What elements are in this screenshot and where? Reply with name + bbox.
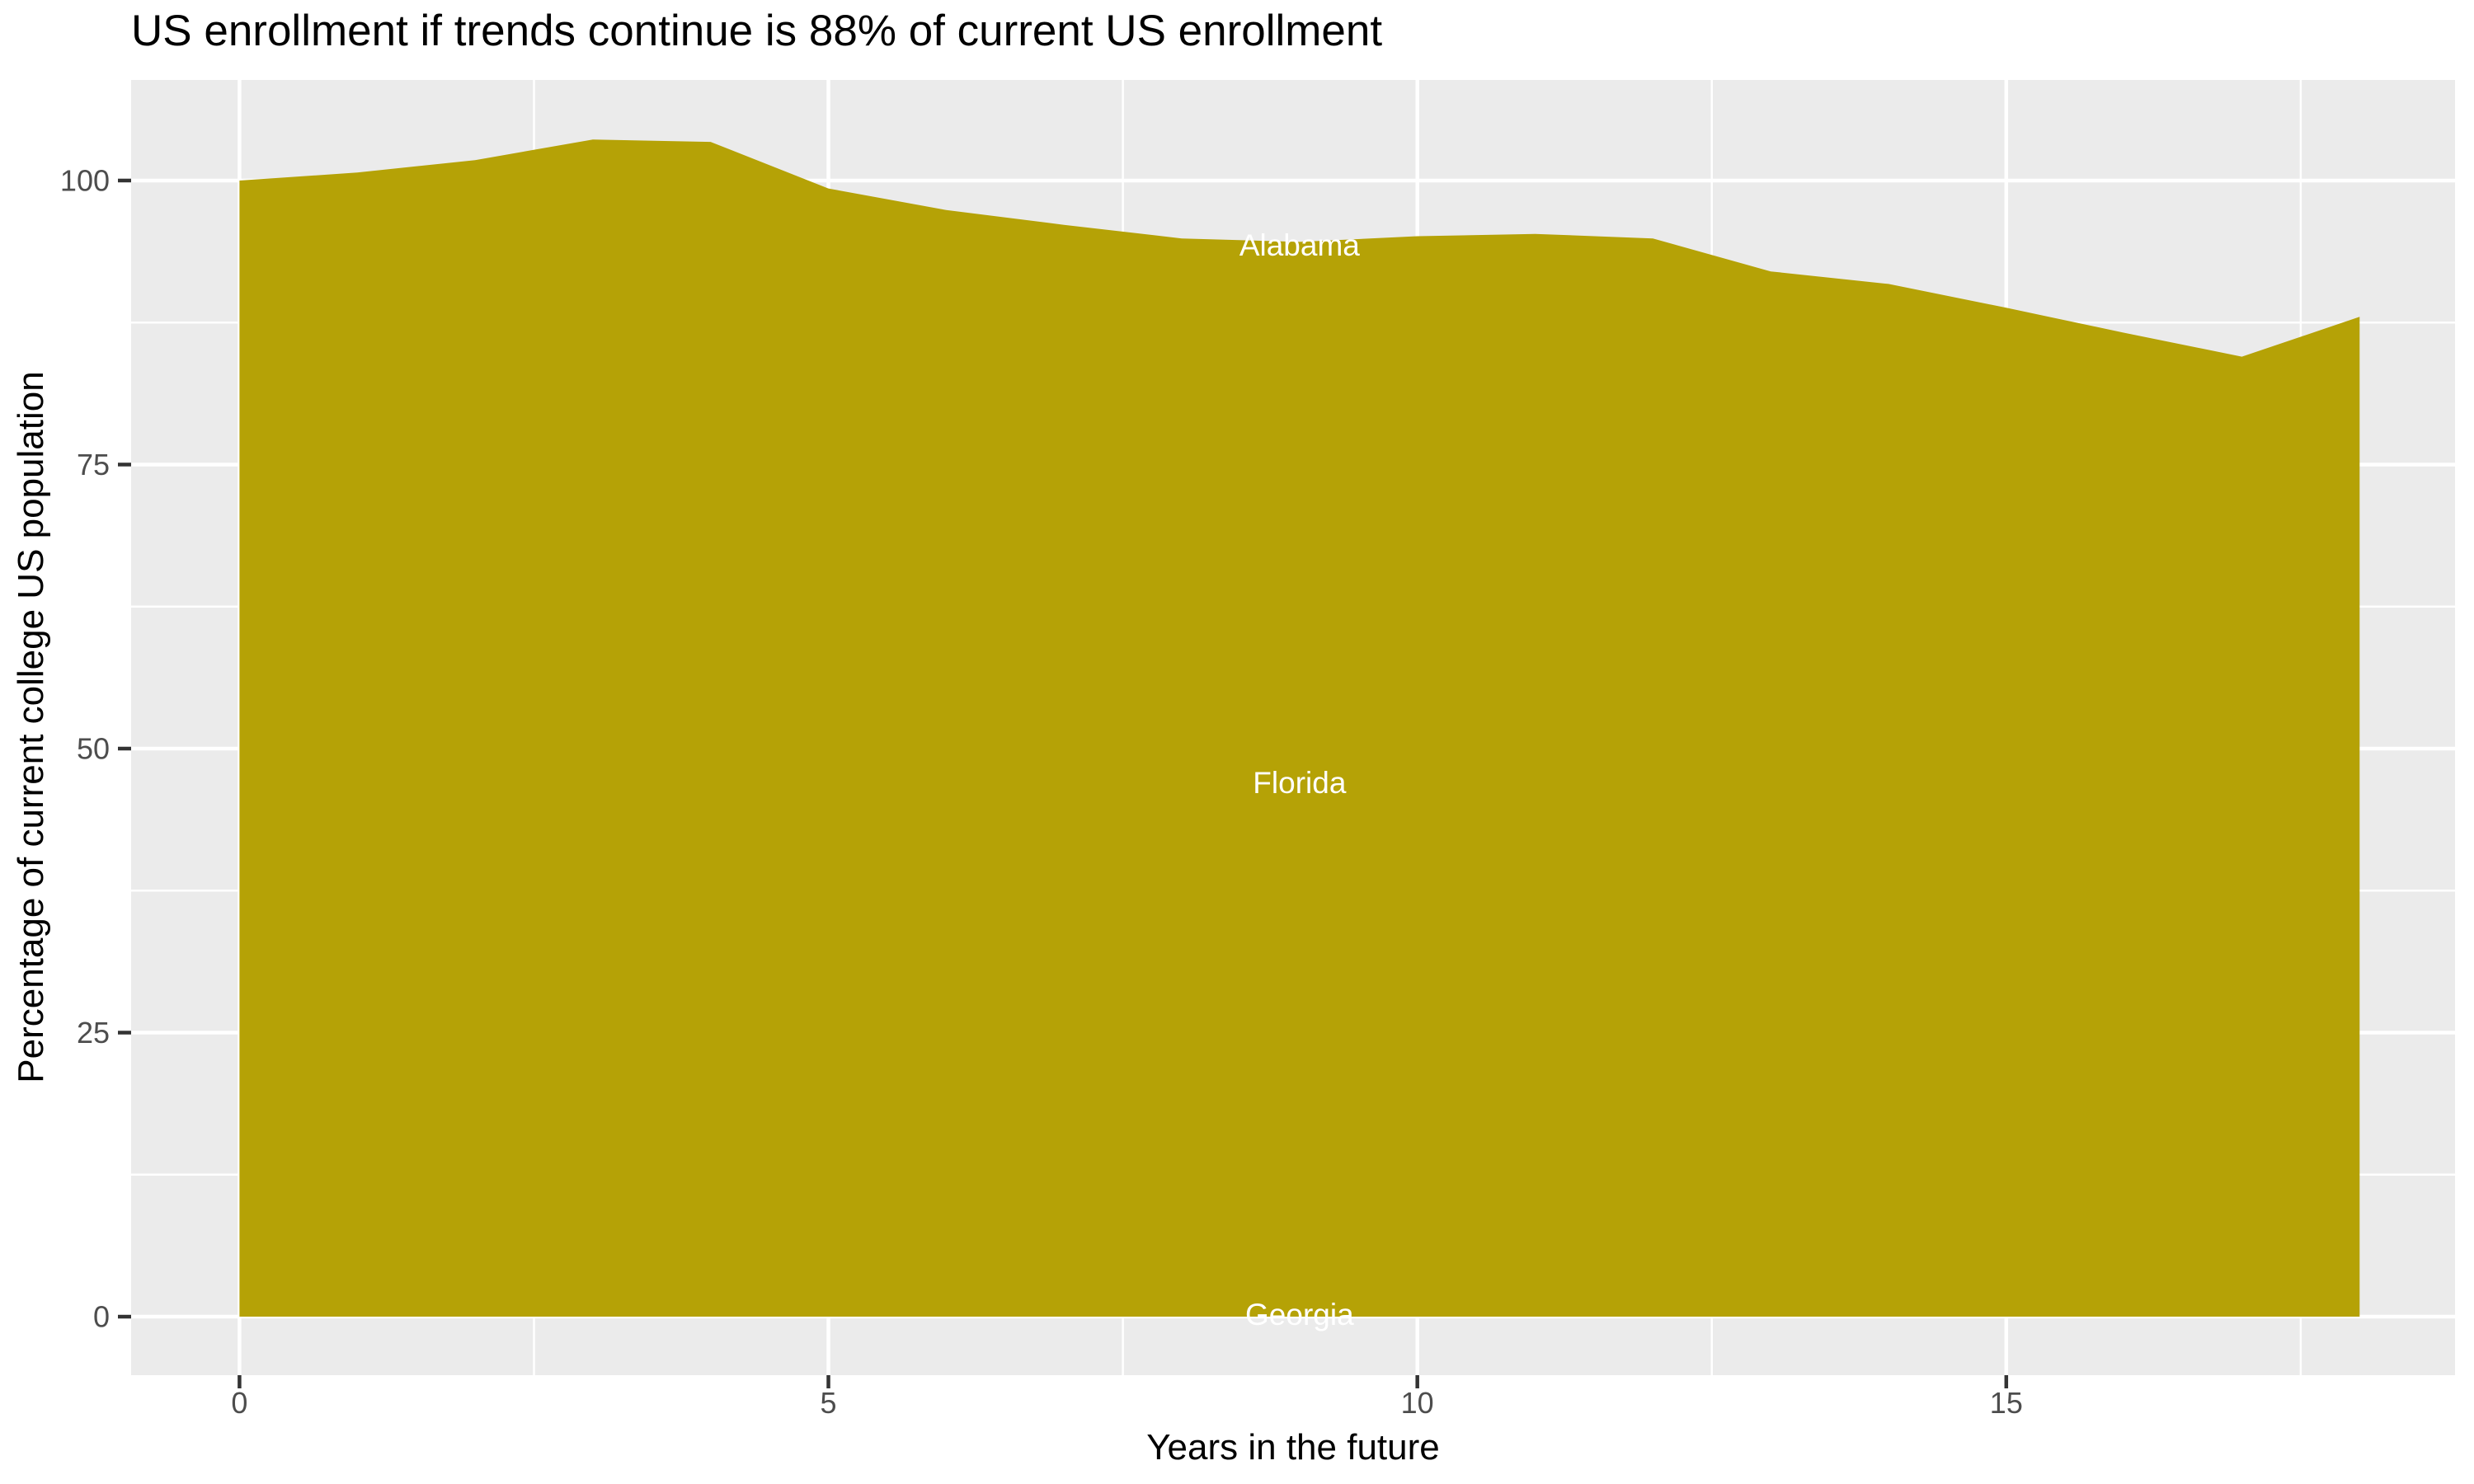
x-tick-label: 10 — [1401, 1386, 1434, 1420]
y-tick-label: 0 — [93, 1300, 110, 1334]
axis-tick-labels: 0 5 10 15 0 25 50 75 100 — [60, 163, 2023, 1420]
x-axis-title: Years in the future — [1146, 1427, 1440, 1468]
band-label-alabama: Alabama — [1239, 228, 1360, 262]
y-tick-label: 100 — [60, 163, 110, 197]
plot-title: US enrollment if trends continue is 88% … — [131, 7, 1382, 55]
y-tick-label: 25 — [77, 1016, 110, 1050]
x-tick-label: 5 — [821, 1386, 837, 1420]
axis-tick-marks — [118, 178, 2009, 1388]
stacked-area-total — [239, 139, 2360, 1317]
band-label-florida: Florida — [1253, 766, 1347, 800]
band-label-georgia: Georgia — [1245, 1298, 1354, 1331]
y-tick-label: 50 — [77, 731, 110, 765]
x-tick-label: 0 — [231, 1386, 247, 1420]
state-band-labels: Alabama Florida Georgia — [1239, 228, 1360, 1331]
y-tick-label: 75 — [77, 448, 110, 481]
y-axis-title: Percentage of current college US populat… — [11, 371, 51, 1082]
x-tick-label: 15 — [1990, 1386, 2023, 1420]
